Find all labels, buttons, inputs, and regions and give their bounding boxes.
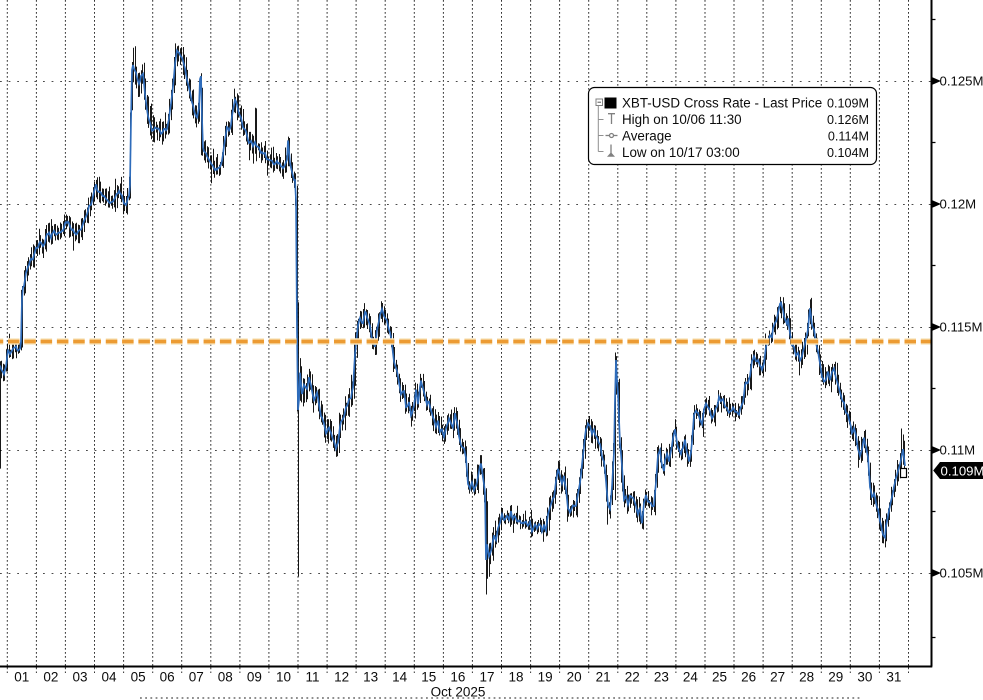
svg-text:03: 03: [72, 670, 87, 685]
svg-text:31: 31: [886, 670, 901, 685]
svg-text:18: 18: [508, 670, 523, 685]
svg-text:08: 08: [218, 670, 233, 685]
svg-text:01: 01: [14, 670, 29, 685]
svg-text:28: 28: [799, 670, 814, 685]
svg-text:30: 30: [857, 670, 872, 685]
svg-text:0.11M: 0.11M: [940, 443, 976, 458]
svg-text:15: 15: [421, 670, 436, 685]
svg-text:26: 26: [741, 670, 756, 685]
svg-text:06: 06: [160, 670, 175, 685]
svg-text:0.104M: 0.104M: [827, 146, 869, 160]
svg-text:14: 14: [392, 670, 408, 685]
svg-text:05: 05: [131, 670, 146, 685]
svg-text:12: 12: [334, 670, 349, 685]
svg-text:07: 07: [189, 670, 204, 685]
svg-text:17: 17: [479, 670, 494, 685]
svg-text:29: 29: [828, 670, 843, 685]
svg-text:0.109M: 0.109M: [827, 96, 869, 110]
svg-text:0.12M: 0.12M: [940, 197, 977, 212]
svg-text:0.105M: 0.105M: [940, 566, 983, 581]
svg-text:11: 11: [305, 670, 319, 685]
svg-text:0.125M: 0.125M: [940, 74, 983, 89]
svg-text:Oct 2025: Oct 2025: [431, 685, 486, 700]
svg-text:24: 24: [683, 670, 699, 685]
svg-text:09: 09: [247, 670, 262, 685]
svg-text:Low on 10/17 03:00: Low on 10/17 03:00: [622, 145, 740, 160]
svg-text:27: 27: [770, 670, 785, 685]
svg-text:High on 10/06 11:30: High on 10/06 11:30: [622, 112, 742, 127]
svg-text:0.109M: 0.109M: [941, 463, 983, 478]
svg-text:25: 25: [712, 670, 727, 685]
svg-text:16: 16: [450, 670, 465, 685]
svg-text:21: 21: [596, 670, 611, 685]
svg-text:10: 10: [276, 670, 291, 685]
svg-text:Average: Average: [622, 128, 672, 143]
svg-text:0.126M: 0.126M: [827, 113, 869, 127]
svg-text:0.115M: 0.115M: [940, 320, 983, 335]
svg-text:02: 02: [43, 670, 58, 685]
svg-text:XBT-USD Cross Rate - Last Pric: XBT-USD Cross Rate - Last Price: [622, 95, 822, 110]
svg-text:23: 23: [654, 670, 669, 685]
svg-text:19: 19: [538, 670, 553, 685]
svg-text:0.114M: 0.114M: [828, 129, 869, 143]
svg-text:13: 13: [363, 670, 378, 685]
svg-text:22: 22: [625, 670, 640, 685]
svg-text:20: 20: [567, 670, 582, 685]
svg-text:04: 04: [101, 670, 117, 685]
